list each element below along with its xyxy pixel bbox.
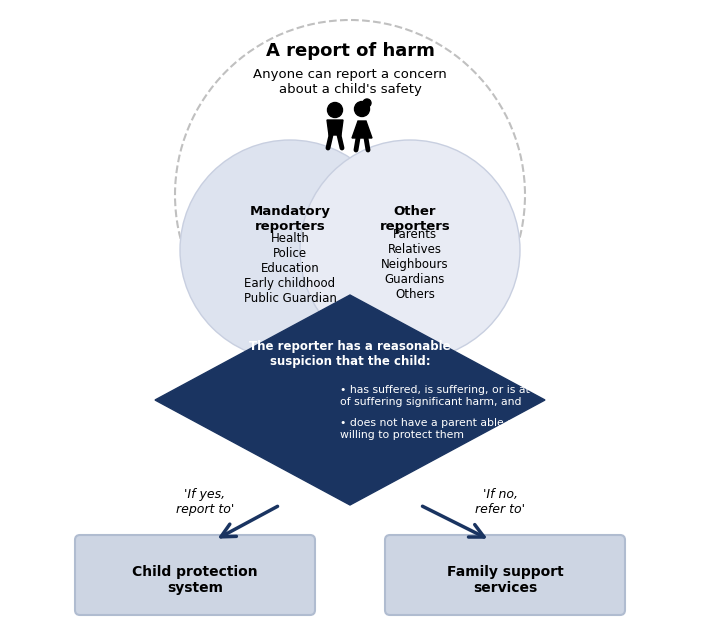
- Text: A report of harm: A report of harm: [266, 42, 435, 60]
- Text: Family support
services: Family support services: [447, 565, 564, 595]
- FancyBboxPatch shape: [75, 535, 315, 615]
- Text: Health: Health: [271, 232, 309, 245]
- Polygon shape: [352, 121, 372, 138]
- Text: Anyone can report a concern
about a child's safety: Anyone can report a concern about a chil…: [253, 68, 447, 96]
- Text: Mandatory
reporters: Mandatory reporters: [250, 205, 330, 233]
- Text: Child protection
system: Child protection system: [132, 565, 258, 595]
- Text: Education: Education: [261, 262, 320, 275]
- Circle shape: [363, 99, 371, 107]
- FancyBboxPatch shape: [385, 535, 625, 615]
- Text: Guardians: Guardians: [385, 273, 445, 286]
- Circle shape: [300, 140, 520, 360]
- Text: Public Guardian: Public Guardian: [243, 292, 336, 305]
- Text: Parents: Parents: [393, 228, 437, 241]
- Text: Police: Police: [273, 247, 307, 260]
- Circle shape: [175, 20, 525, 370]
- Text: Other
reporters: Other reporters: [380, 205, 450, 233]
- Text: Neighbours: Neighbours: [381, 258, 449, 271]
- Circle shape: [180, 140, 400, 360]
- Text: 'If no,
refer to': 'If no, refer to': [475, 488, 525, 516]
- Text: • has suffered, is suffering, or is at risk
of suffering significant harm, and: • has suffered, is suffering, or is at r…: [340, 385, 553, 406]
- Polygon shape: [327, 120, 343, 135]
- Text: 'If yes,
report to': 'If yes, report to': [176, 488, 234, 516]
- Text: Others: Others: [395, 288, 435, 301]
- Text: • does not have a parent able and
willing to protect them: • does not have a parent able and willin…: [340, 418, 528, 440]
- Polygon shape: [155, 295, 545, 505]
- Circle shape: [355, 102, 369, 116]
- Text: The reporter has a reasonable
suspicion that the child:: The reporter has a reasonable suspicion …: [249, 340, 451, 368]
- Text: Early childhood: Early childhood: [245, 277, 336, 290]
- Circle shape: [327, 102, 343, 118]
- Text: Relatives: Relatives: [388, 243, 442, 256]
